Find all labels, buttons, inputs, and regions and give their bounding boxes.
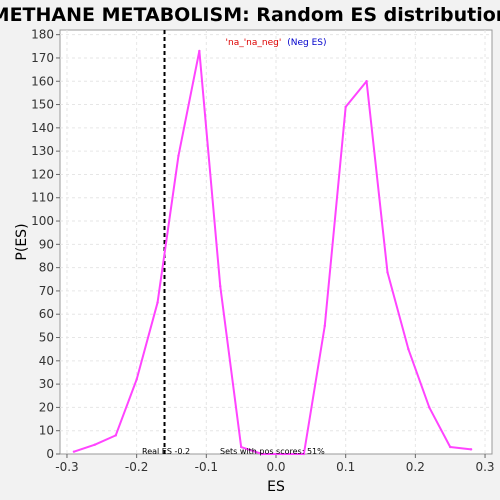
x-tick-label: -0.2 (125, 460, 148, 474)
x-tick-label: 0.3 (475, 460, 494, 474)
chart-title: METHANE METABOLISM: Random ES distributi… (0, 4, 500, 26)
y-tick-label: 0 (46, 447, 54, 461)
y-tick-label: 20 (39, 400, 54, 414)
y-tick-label: 160 (31, 74, 54, 88)
grid-lines (60, 30, 492, 454)
data-point (344, 105, 347, 109)
y-tick-label: 150 (31, 98, 54, 112)
data-point (386, 271, 389, 274)
data-point (114, 434, 117, 437)
data-point (156, 301, 159, 304)
legend-label: 'na_'na_neg' (Neg ES) (226, 38, 327, 48)
legend-series-suffix: (Neg ES) (287, 38, 326, 48)
y-tick-label: 100 (31, 214, 54, 228)
data-point (219, 285, 222, 288)
data-points (72, 49, 473, 456)
y-tick-label: 10 (39, 424, 54, 438)
real-es-annotation: Real ES -0.2 (142, 447, 190, 456)
x-axis-ticks: -0.3 -0.2 -0.1 0.0 0.1 0.2 0.3 (55, 454, 495, 474)
data-point (72, 450, 76, 453)
data-point (365, 80, 368, 83)
y-tick-label: 80 (39, 261, 54, 275)
y-tick-label: 90 (39, 237, 54, 251)
data-point (407, 347, 410, 351)
y-tick-label: 120 (31, 167, 54, 181)
y-axis-label: P(ES) (14, 223, 30, 260)
y-tick-label: 110 (31, 191, 54, 205)
y-tick-label: 40 (39, 354, 54, 368)
data-point (93, 443, 97, 446)
legend-series-name: 'na_'na_neg' (226, 38, 282, 48)
data-point (177, 154, 180, 158)
es-distribution-line (73, 49, 472, 455)
x-tick-label: 0.2 (406, 460, 425, 474)
data-point (448, 445, 452, 449)
data-point (198, 49, 201, 53)
y-tick-label: 180 (31, 28, 54, 42)
y-tick-label: 130 (31, 144, 54, 158)
y-tick-label: 170 (31, 51, 54, 65)
data-point (260, 452, 264, 456)
data-point (323, 324, 326, 328)
data-point (239, 445, 243, 449)
y-tick-label: 60 (39, 307, 54, 321)
y-tick-label: 50 (39, 331, 54, 345)
x-tick-label: -0.1 (195, 460, 218, 474)
x-tick-label: 0.1 (336, 460, 355, 474)
data-point (428, 406, 431, 409)
y-axis-ticks: 0 10 20 30 40 50 60 70 80 90 100 110 120 130 140 150 160… (31, 28, 60, 461)
x-tick-label: 0.0 (266, 460, 285, 474)
x-tick-label: -0.3 (55, 460, 78, 474)
data-point (135, 378, 138, 381)
pos-scores-annotation: Sets with pos scores: 51% (220, 447, 325, 456)
data-point (281, 452, 285, 456)
y-tick-label: 70 (39, 284, 54, 298)
y-tick-label: 30 (39, 377, 54, 391)
data-point (469, 448, 473, 451)
y-tick-label: 140 (31, 121, 54, 135)
data-point (302, 452, 306, 456)
x-axis-label: ES (267, 479, 285, 495)
